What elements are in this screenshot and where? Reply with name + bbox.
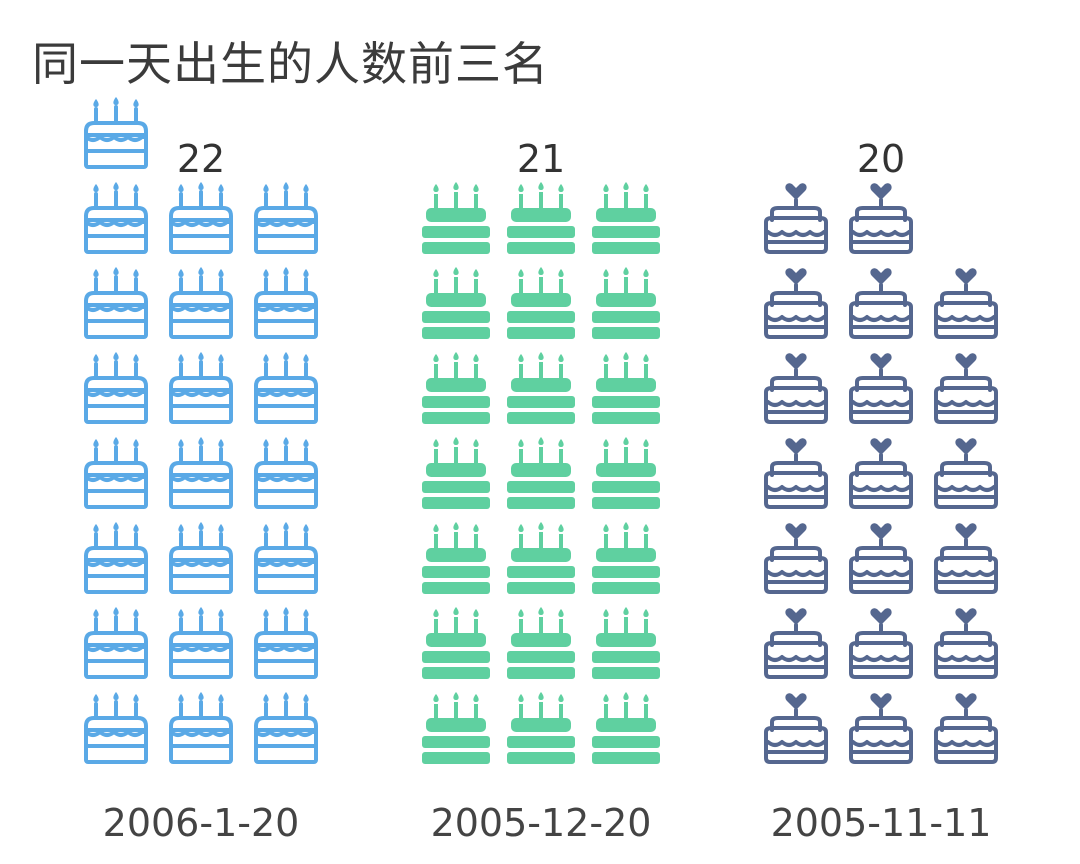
cake-candles-outline-icon	[254, 437, 318, 509]
cake-heart-outline-icon	[934, 437, 998, 509]
cake-heart-outline-icon	[849, 267, 913, 339]
cake-heart-outline-icon	[849, 437, 913, 509]
category-label: 2005-11-11	[771, 801, 992, 845]
cake-candles-solid-icon	[422, 522, 490, 594]
cake-candles-solid-icon	[507, 607, 575, 679]
cake-heart-outline-icon	[934, 692, 998, 764]
cake-candles-solid-icon	[592, 522, 660, 594]
cake-heart-outline-icon	[849, 607, 913, 679]
cake-candles-outline-icon	[169, 267, 233, 339]
cake-candles-outline-icon	[84, 267, 148, 339]
cake-candles-outline-icon	[254, 352, 318, 424]
chart-title: 同一天出生的人数前三名	[32, 37, 549, 91]
count-label: 20	[857, 137, 905, 181]
cake-candles-solid-icon	[507, 352, 575, 424]
cake-candles-solid-icon	[422, 692, 490, 764]
cake-candles-solid-icon	[592, 437, 660, 509]
cake-candles-solid-icon	[507, 692, 575, 764]
cake-heart-outline-icon	[764, 267, 828, 339]
cake-candles-outline-icon	[254, 607, 318, 679]
cake-candles-outline-icon	[84, 692, 148, 764]
cake-candles-solid-icon	[422, 182, 490, 254]
cake-candles-outline-icon	[169, 522, 233, 594]
count-label: 22	[177, 137, 225, 181]
cake-candles-outline-icon	[84, 522, 148, 594]
cake-candles-outline-icon	[254, 692, 318, 764]
cake-candles-solid-icon	[592, 182, 660, 254]
cake-candles-outline-icon	[254, 182, 318, 254]
cake-heart-outline-icon	[764, 352, 828, 424]
cake-heart-outline-icon	[849, 352, 913, 424]
count-label: 21	[517, 137, 565, 181]
cake-candles-solid-icon	[422, 352, 490, 424]
cake-candles-solid-icon	[507, 437, 575, 509]
cake-candles-outline-icon	[84, 437, 148, 509]
cake-candles-solid-icon	[422, 607, 490, 679]
cake-heart-outline-icon	[764, 437, 828, 509]
cake-candles-outline-icon	[169, 692, 233, 764]
cake-heart-outline-icon	[849, 692, 913, 764]
cake-candles-solid-icon	[507, 267, 575, 339]
category-label: 2006-1-20	[103, 801, 300, 845]
cake-heart-outline-icon	[934, 267, 998, 339]
cake-heart-outline-icon	[764, 182, 828, 254]
cake-candles-solid-icon	[422, 267, 490, 339]
cake-candles-solid-icon	[507, 522, 575, 594]
cake-candles-outline-icon	[84, 607, 148, 679]
cake-candles-outline-icon	[254, 522, 318, 594]
cake-heart-outline-icon	[849, 522, 913, 594]
cake-candles-outline-icon	[169, 607, 233, 679]
cake-heart-outline-icon	[849, 182, 913, 254]
cake-heart-outline-icon	[934, 522, 998, 594]
cake-candles-outline-icon	[169, 182, 233, 254]
cake-candles-outline-icon	[254, 267, 318, 339]
cake-heart-outline-icon	[934, 352, 998, 424]
cake-candles-solid-icon	[592, 267, 660, 339]
cake-candles-solid-icon	[592, 692, 660, 764]
cake-candles-outline-icon	[84, 182, 148, 254]
cake-candles-solid-icon	[592, 352, 660, 424]
cake-candles-outline-icon	[84, 352, 148, 424]
cake-candles-outline-icon	[169, 352, 233, 424]
cake-heart-outline-icon	[764, 607, 828, 679]
category-label: 2005-12-20	[431, 801, 652, 845]
cake-heart-outline-icon	[934, 607, 998, 679]
cake-candles-solid-icon	[507, 182, 575, 254]
cake-candles-solid-icon	[422, 437, 490, 509]
cake-candles-outline-icon	[84, 97, 148, 169]
cake-candles-solid-icon	[592, 607, 660, 679]
cake-heart-outline-icon	[764, 522, 828, 594]
cake-candles-outline-icon	[169, 437, 233, 509]
cake-heart-outline-icon	[764, 692, 828, 764]
